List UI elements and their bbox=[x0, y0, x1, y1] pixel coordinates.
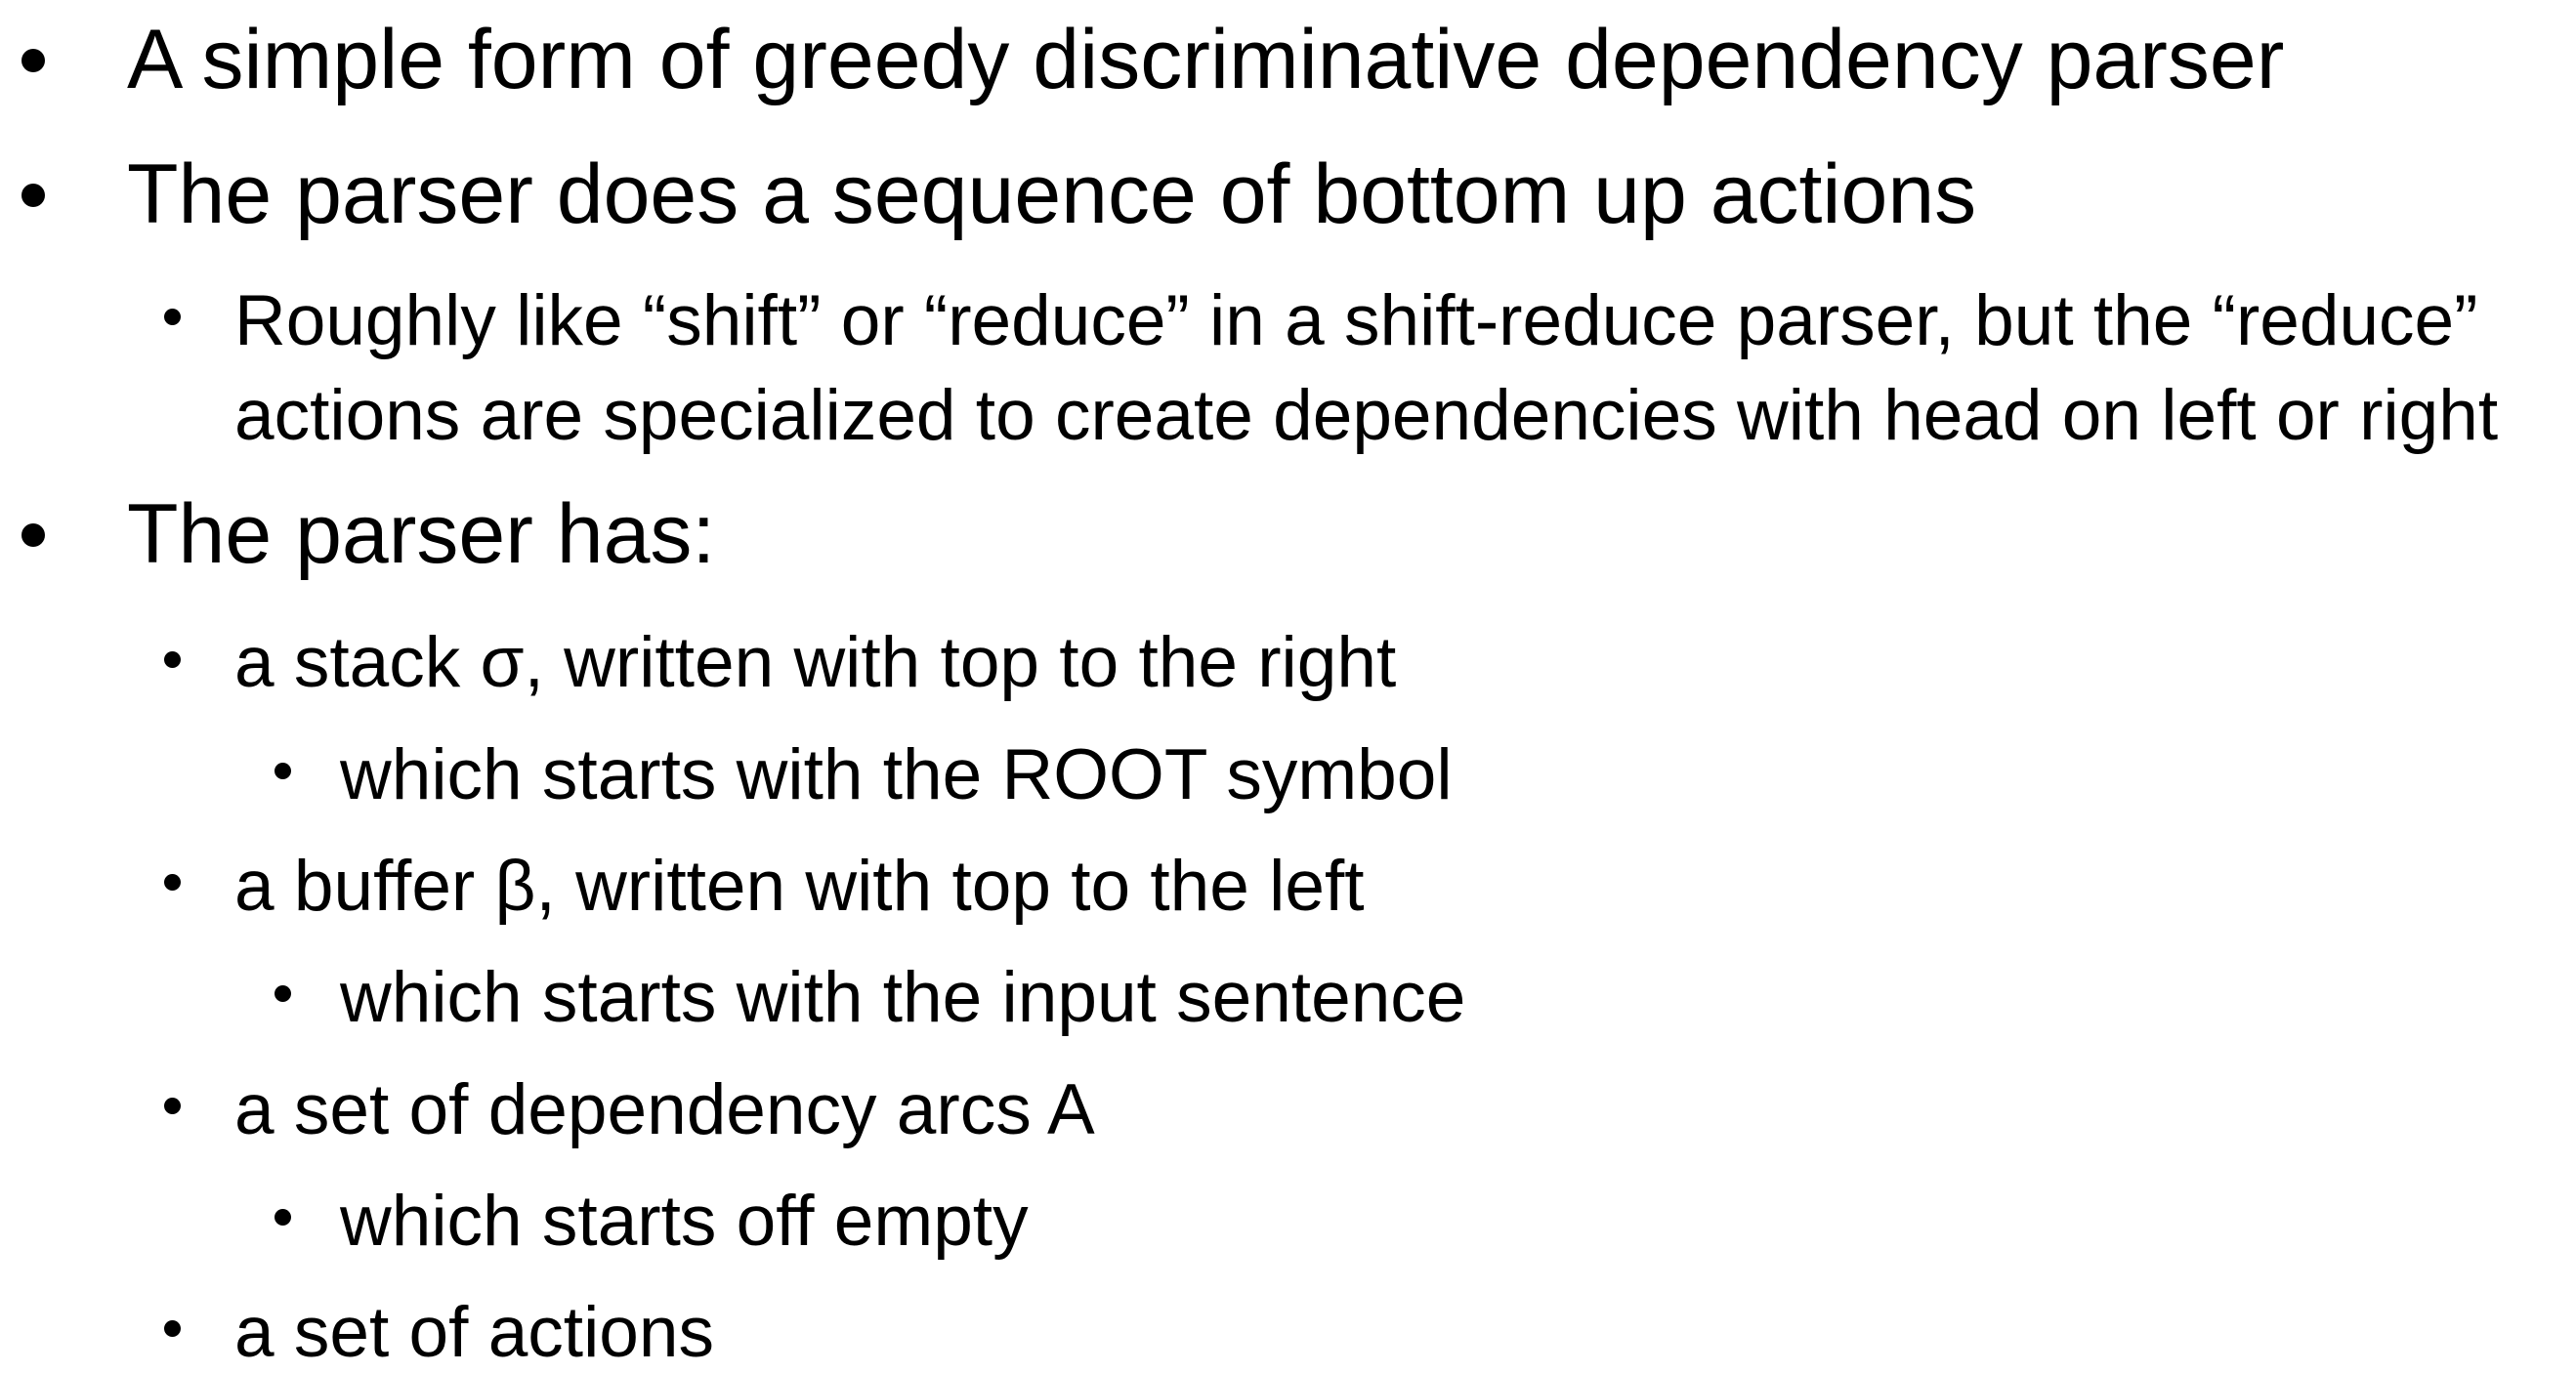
bullet-text: a stack σ, written with top to the right bbox=[234, 623, 1397, 702]
bullet-dot bbox=[274, 763, 291, 779]
bullet-dot bbox=[21, 523, 45, 547]
bullet-dot bbox=[164, 1320, 181, 1337]
bullet-text: which starts with the input sentence bbox=[340, 958, 1466, 1037]
bullet-dot bbox=[21, 49, 45, 72]
bullet-dot bbox=[164, 309, 181, 325]
bullet-dot bbox=[164, 1098, 181, 1114]
bullet-text: which starts off empty bbox=[340, 1182, 1029, 1261]
bullet-text: Roughly like “shift” or “reduce” in a sh… bbox=[234, 281, 2478, 360]
bullet-dot bbox=[274, 985, 291, 1002]
bullet-text: The parser does a sequence of bottom up … bbox=[127, 147, 1977, 241]
bullet-text: a buffer β, written with top to the left bbox=[234, 847, 1365, 926]
bullet-text: The parser has: bbox=[127, 487, 716, 581]
bullet-dot bbox=[21, 184, 45, 207]
bullet-text: a set of actions bbox=[234, 1293, 715, 1372]
bullet-dot bbox=[164, 874, 181, 891]
bullet-dot bbox=[274, 1209, 291, 1226]
bullet-text: which starts with the ROOT symbol bbox=[340, 735, 1453, 814]
bullet-dot bbox=[164, 651, 181, 668]
bullet-text-continuation: actions are specialized to create depend… bbox=[234, 376, 2499, 455]
bullet-text: a set of dependency arcs A bbox=[234, 1070, 1095, 1149]
bullet-text: A simple form of greedy discriminative d… bbox=[127, 13, 2285, 106]
